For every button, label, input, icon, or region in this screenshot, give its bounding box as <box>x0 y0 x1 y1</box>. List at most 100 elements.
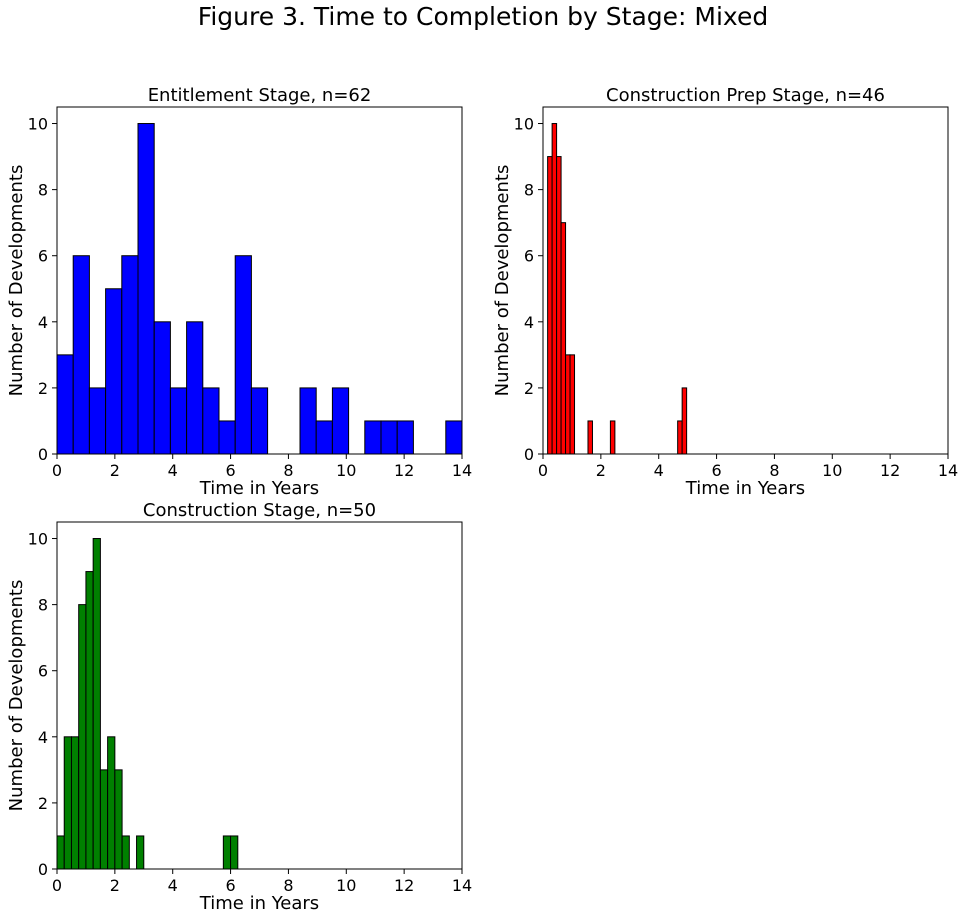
x-tick-label: 14 <box>452 876 472 895</box>
histogram-bar <box>202 387 220 455</box>
y-tick-label: 10 <box>514 115 534 134</box>
histogram-bar <box>63 736 72 870</box>
histogram-bar <box>169 387 188 455</box>
x-tick-label: 0 <box>52 461 62 480</box>
x-tick-label: 12 <box>394 876 414 895</box>
x-tick-label: 6 <box>225 461 235 480</box>
entitlement-histogram-panel: Entitlement Stage, n=62 0 2 4 6 8 10 12 14 0 2 4 6 8 1… <box>0 82 483 502</box>
histogram-bar <box>234 255 252 455</box>
histogram-bar <box>222 835 232 870</box>
x-tick-label: 10 <box>822 461 842 480</box>
y-tick-label: 0 <box>38 860 48 879</box>
histogram-bar <box>85 571 94 870</box>
histogram-bar <box>331 387 350 455</box>
histogram-bar <box>105 288 123 455</box>
y-tick-label: 6 <box>38 247 48 266</box>
histogram-bar <box>136 835 145 870</box>
x-tick-label: 8 <box>283 876 293 895</box>
histogram-bar <box>681 387 688 455</box>
x-tick-label: 0 <box>52 876 62 895</box>
plot-frame <box>56 521 463 870</box>
x-tick-label: 10 <box>336 461 356 480</box>
histogram-bar <box>56 354 74 455</box>
y-axis-label: Number of Developments <box>492 165 513 397</box>
x-tick-label: 4 <box>654 461 664 480</box>
x-tick-label: 12 <box>880 461 900 480</box>
x-axis-label: Time in Years <box>685 478 805 499</box>
y-tick-label: 6 <box>38 662 48 681</box>
x-axis-label: Time in Years <box>199 478 319 499</box>
histogram-bar <box>315 420 333 455</box>
histogram-bar <box>70 736 80 870</box>
histogram-bar <box>218 420 236 455</box>
y-tick-label: 0 <box>38 445 48 464</box>
histogram-bar <box>114 769 123 870</box>
histogram-bar <box>137 123 155 455</box>
histogram-bar <box>230 835 239 870</box>
histogram-bar <box>107 736 116 870</box>
y-tick-label: 2 <box>524 379 534 398</box>
histogram-bar <box>72 255 90 455</box>
x-tick-label: 2 <box>110 876 120 895</box>
plot-frame <box>542 106 949 455</box>
y-tick-label: 0 <box>524 445 534 464</box>
y-tick-label: 10 <box>28 530 48 549</box>
histogram-bar <box>186 321 204 455</box>
x-tick-label: 12 <box>394 461 414 480</box>
x-tick-label: 10 <box>336 876 356 895</box>
histogram-bar <box>380 420 398 455</box>
x-tick-label: 14 <box>452 461 472 480</box>
histogram-bar <box>569 354 576 455</box>
x-tick-label: 4 <box>168 461 178 480</box>
construction-prep-histogram-panel: Construction Prep Stage, n=46 0 2 4 6 8 10 12 14… <box>483 82 966 502</box>
x-tick-label: 8 <box>769 461 779 480</box>
histogram-bar <box>299 387 317 455</box>
histogram-bar <box>609 420 616 455</box>
histogram-bar <box>547 156 553 455</box>
x-tick-label: 8 <box>283 461 293 480</box>
construction-histogram: Construction Stage, n=50 0 2 4 6 8 10 12 14 0 2 4 6 8… <box>6 500 472 914</box>
histogram-bar <box>396 420 414 455</box>
histogram-bar <box>78 604 87 870</box>
histogram-bar <box>556 156 562 455</box>
y-tick-label: 2 <box>38 379 48 398</box>
histogram-bar <box>92 538 101 870</box>
y-tick-label: 4 <box>38 728 48 747</box>
entitlement-histogram: Entitlement Stage, n=62 0 2 4 6 8 10 12 14 0 2 4 6 8 1… <box>6 85 472 499</box>
histogram-bar <box>153 321 171 455</box>
y-tick-label: 10 <box>28 115 48 134</box>
y-tick-label: 8 <box>524 181 534 200</box>
chart-title: Construction Prep Stage, n=46 <box>606 85 885 106</box>
x-tick-label: 2 <box>596 461 606 480</box>
y-tick-label: 2 <box>38 794 48 813</box>
y-tick-label: 4 <box>38 313 48 332</box>
y-axis-label: Number of Developments <box>6 580 27 812</box>
histogram-bar <box>364 420 382 455</box>
x-axis-label: Time in Years <box>199 893 319 914</box>
x-tick-label: 14 <box>938 461 958 480</box>
x-tick-label: 6 <box>711 461 721 480</box>
histogram-bar <box>565 354 571 455</box>
histogram-bar <box>677 420 683 455</box>
histogram-bar <box>250 387 269 455</box>
histogram-bar <box>56 835 65 870</box>
chart-title: Construction Stage, n=50 <box>143 500 376 521</box>
histogram-bar <box>445 420 463 455</box>
histogram-bar <box>560 222 567 455</box>
x-tick-label: 6 <box>225 876 235 895</box>
y-tick-label: 6 <box>524 247 534 266</box>
y-tick-label: 8 <box>38 181 48 200</box>
x-tick-label: 0 <box>538 461 548 480</box>
histogram-bar <box>587 420 593 455</box>
x-tick-label: 4 <box>168 876 178 895</box>
plot-frame <box>56 106 463 455</box>
histogram-bar <box>121 835 130 870</box>
y-tick-label: 4 <box>524 313 534 332</box>
construction-histogram-panel: Construction Stage, n=50 0 2 4 6 8 10 12 14 0 2 4 6 8… <box>0 497 483 920</box>
histogram-bar <box>551 123 558 455</box>
chart-title: Entitlement Stage, n=62 <box>148 85 372 106</box>
construction-prep-histogram: Construction Prep Stage, n=46 0 2 4 6 8 10 12 14… <box>492 85 958 499</box>
x-tick-label: 2 <box>110 461 120 480</box>
y-axis-label: Number of Developments <box>6 165 27 397</box>
histogram-bar <box>88 387 107 455</box>
